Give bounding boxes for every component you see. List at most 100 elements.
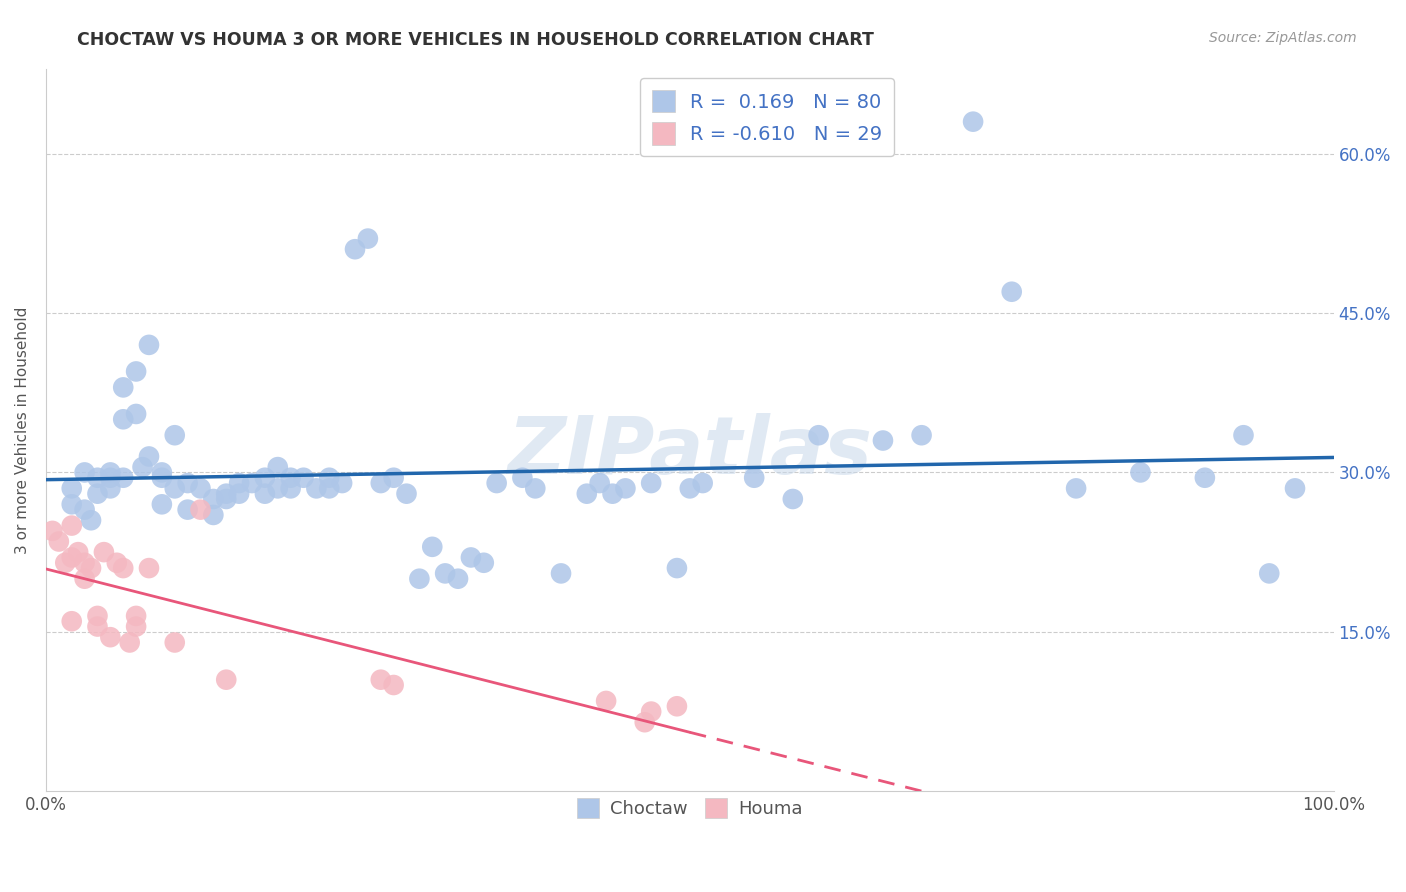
Text: Source: ZipAtlas.com: Source: ZipAtlas.com [1209, 31, 1357, 45]
Point [1194, 471, 1216, 485]
Point [602, 486, 624, 500]
Point [131, 460, 153, 475]
Point [105, 556, 128, 570]
Point [634, 715, 657, 730]
Point [343, 242, 366, 256]
Point [280, 481, 302, 495]
Point [80, 561, 103, 575]
Point [575, 486, 598, 500]
Point [1001, 285, 1024, 299]
Text: ZIPatlas: ZIPatlas [508, 413, 872, 491]
Point [215, 486, 238, 500]
Point [98, 630, 121, 644]
Text: CHOCTAW VS HOUMA 3 OR MORE VEHICLES IN HOUSEHOLD CORRELATION CHART: CHOCTAW VS HOUMA 3 OR MORE VEHICLES IN H… [77, 31, 875, 49]
Point [150, 497, 173, 511]
Point [86, 486, 108, 500]
Point [98, 481, 121, 495]
Point [98, 471, 121, 485]
Point [202, 491, 225, 506]
Legend: Choctaw, Houma: Choctaw, Houma [569, 790, 810, 826]
Point [80, 513, 103, 527]
Point [665, 699, 688, 714]
Point [408, 572, 430, 586]
Point [215, 491, 238, 506]
Point [202, 508, 225, 522]
Point [318, 481, 340, 495]
Point [60, 550, 83, 565]
Point [98, 466, 121, 480]
Point [1232, 428, 1254, 442]
Point [382, 678, 405, 692]
Point [253, 471, 276, 485]
Point [150, 471, 173, 485]
Point [370, 476, 392, 491]
Point [60, 518, 83, 533]
Point [742, 471, 765, 485]
Point [292, 471, 315, 485]
Point [138, 450, 160, 464]
Point [163, 428, 186, 442]
Point [267, 460, 290, 475]
Point [665, 561, 688, 575]
Point [190, 502, 212, 516]
Point [138, 338, 160, 352]
Point [330, 476, 353, 491]
Point [112, 380, 135, 394]
Point [782, 491, 804, 506]
Point [53, 556, 76, 570]
Point [240, 476, 263, 491]
Point [60, 497, 83, 511]
Point [434, 566, 457, 581]
Point [150, 466, 173, 480]
Point [86, 619, 108, 633]
Point [138, 561, 160, 575]
Point [253, 486, 276, 500]
Point [48, 534, 70, 549]
Point [595, 694, 617, 708]
Point [460, 550, 482, 565]
Point [395, 486, 418, 500]
Point [550, 566, 572, 581]
Point [125, 619, 148, 633]
Point [67, 545, 90, 559]
Point [125, 608, 148, 623]
Point [118, 635, 141, 649]
Point [163, 481, 186, 495]
Point [614, 481, 637, 495]
Point [692, 476, 714, 491]
Point [228, 486, 250, 500]
Point [1064, 481, 1087, 495]
Point [73, 556, 96, 570]
Point [679, 481, 702, 495]
Point [589, 476, 612, 491]
Point [1129, 466, 1152, 480]
Point [190, 481, 212, 495]
Point [807, 428, 830, 442]
Point [1258, 566, 1281, 581]
Point [267, 481, 290, 495]
Point [872, 434, 894, 448]
Point [357, 231, 380, 245]
Point [318, 471, 340, 485]
Point [280, 471, 302, 485]
Point [112, 471, 135, 485]
Point [125, 364, 148, 378]
Point [41, 524, 63, 538]
Point [1284, 481, 1306, 495]
Point [176, 476, 198, 491]
Point [524, 481, 547, 495]
Point [228, 476, 250, 491]
Point [640, 476, 662, 491]
Point [910, 428, 932, 442]
Point [447, 572, 470, 586]
Point [60, 614, 83, 628]
Point [73, 572, 96, 586]
Point [472, 556, 495, 570]
Point [420, 540, 443, 554]
Point [176, 502, 198, 516]
Point [215, 673, 238, 687]
Point [370, 673, 392, 687]
Point [305, 481, 328, 495]
Point [962, 114, 984, 128]
Point [112, 412, 135, 426]
